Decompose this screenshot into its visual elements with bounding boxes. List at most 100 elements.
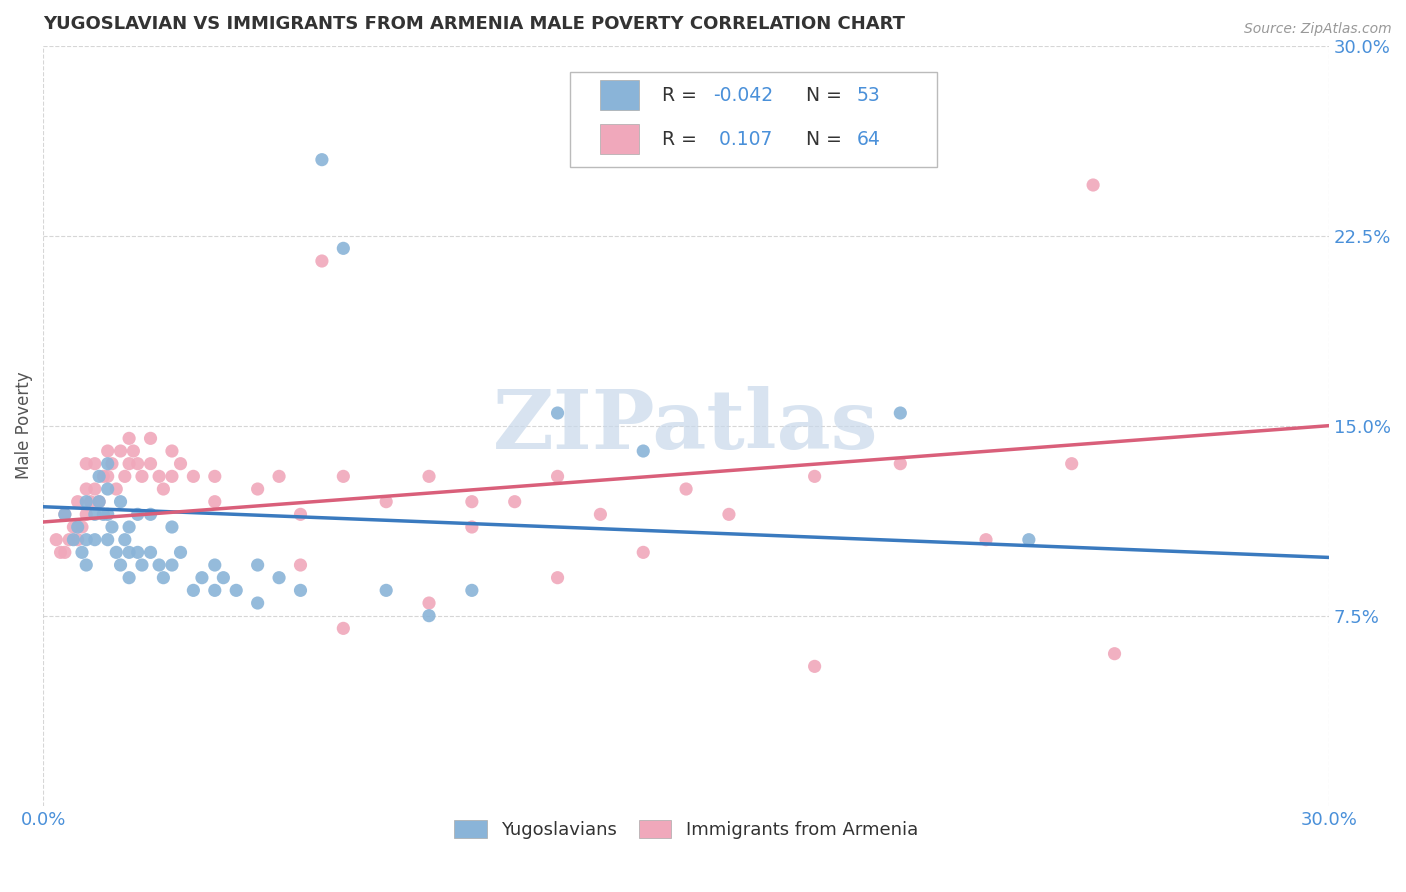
- Point: [332, 469, 354, 483]
- Point: [53, 508, 76, 522]
- Text: ZIPatlas: ZIPatlas: [494, 385, 879, 466]
- Point: [1081, 178, 1104, 192]
- Point: [97, 469, 120, 483]
- Point: [332, 241, 354, 255]
- Point: [75, 494, 97, 508]
- Point: [110, 558, 132, 572]
- Point: [127, 508, 149, 522]
- Point: [311, 153, 333, 167]
- Point: [97, 457, 120, 471]
- Point: [633, 444, 655, 458]
- Point: [204, 469, 226, 483]
- Point: [267, 571, 290, 585]
- Point: [183, 469, 205, 483]
- Y-axis label: Male Poverty: Male Poverty: [15, 372, 32, 480]
- Text: N =: N =: [806, 86, 848, 104]
- Point: [105, 482, 128, 496]
- Text: N =: N =: [806, 129, 848, 149]
- Point: [148, 558, 170, 572]
- Point: [53, 508, 76, 522]
- Point: [461, 583, 484, 598]
- Point: [503, 494, 526, 508]
- Point: [461, 494, 484, 508]
- Point: [183, 583, 205, 598]
- Point: [160, 469, 183, 483]
- Point: [204, 583, 226, 598]
- Point: [75, 482, 97, 496]
- Point: [633, 545, 655, 559]
- Point: [75, 558, 97, 572]
- Point: [118, 571, 141, 585]
- Point: [87, 494, 110, 508]
- Point: [246, 482, 269, 496]
- Point: [1104, 647, 1126, 661]
- Point: [803, 659, 825, 673]
- Point: [101, 457, 124, 471]
- Bar: [600, 80, 638, 111]
- Point: [93, 508, 115, 522]
- Point: [974, 533, 997, 547]
- Point: [83, 457, 105, 471]
- Point: [191, 571, 214, 585]
- Point: [83, 508, 105, 522]
- Point: [246, 558, 269, 572]
- Point: [547, 406, 569, 420]
- Point: [97, 444, 120, 458]
- Point: [212, 571, 235, 585]
- Point: [118, 431, 141, 445]
- Point: [75, 508, 97, 522]
- Point: [53, 545, 76, 559]
- Text: 53: 53: [858, 86, 880, 104]
- Point: [169, 545, 191, 559]
- Point: [148, 469, 170, 483]
- Text: -0.042: -0.042: [713, 86, 773, 104]
- Point: [110, 494, 132, 508]
- Point: [267, 469, 290, 483]
- Point: [83, 533, 105, 547]
- Point: [79, 494, 101, 508]
- Point: [290, 583, 312, 598]
- Text: YUGOSLAVIAN VS IMMIGRANTS FROM ARMENIA MALE POVERTY CORRELATION CHART: YUGOSLAVIAN VS IMMIGRANTS FROM ARMENIA M…: [44, 15, 905, 33]
- Point: [87, 469, 110, 483]
- Point: [375, 494, 398, 508]
- Point: [418, 608, 440, 623]
- Point: [49, 545, 72, 559]
- Point: [311, 254, 333, 268]
- Point: [160, 558, 183, 572]
- Point: [375, 583, 398, 598]
- Point: [204, 558, 226, 572]
- Point: [889, 457, 911, 471]
- Point: [152, 571, 174, 585]
- Point: [75, 533, 97, 547]
- Point: [62, 533, 84, 547]
- Point: [589, 508, 612, 522]
- Point: [418, 596, 440, 610]
- Point: [1018, 533, 1040, 547]
- Point: [118, 545, 141, 559]
- Text: 0.107: 0.107: [713, 129, 772, 149]
- Point: [93, 469, 115, 483]
- Point: [290, 508, 312, 522]
- Point: [97, 482, 120, 496]
- Point: [1060, 457, 1083, 471]
- Point: [83, 482, 105, 496]
- Point: [127, 545, 149, 559]
- Text: R =: R =: [662, 129, 703, 149]
- Point: [547, 469, 569, 483]
- Point: [97, 533, 120, 547]
- Point: [97, 508, 120, 522]
- Point: [131, 558, 153, 572]
- Point: [225, 583, 247, 598]
- Point: [114, 469, 136, 483]
- Point: [204, 494, 226, 508]
- Point: [246, 596, 269, 610]
- Point: [118, 520, 141, 534]
- Point: [127, 457, 149, 471]
- Point: [290, 558, 312, 572]
- Point: [547, 571, 569, 585]
- Point: [131, 469, 153, 483]
- Legend: Yugoslavians, Immigrants from Armenia: Yugoslavians, Immigrants from Armenia: [447, 813, 925, 847]
- Point: [717, 508, 740, 522]
- Point: [66, 520, 89, 534]
- Point: [169, 457, 191, 471]
